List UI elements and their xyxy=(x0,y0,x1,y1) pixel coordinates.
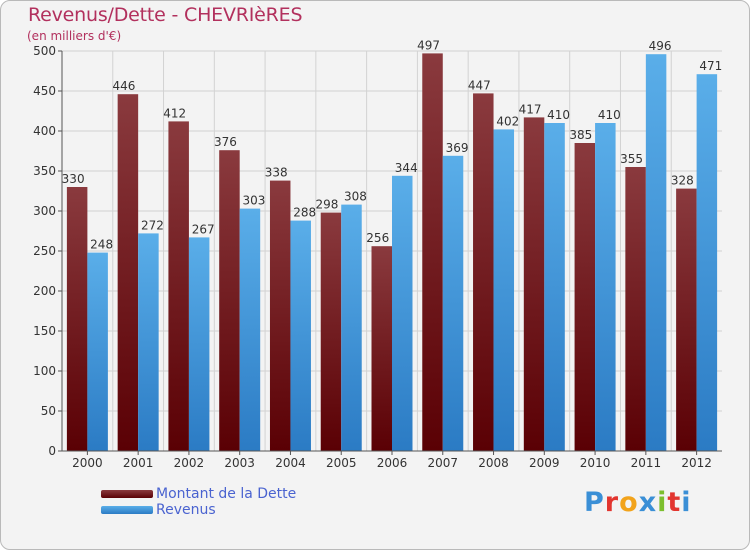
data-label-dette: 328 xyxy=(671,174,694,188)
bar-dette xyxy=(168,121,189,452)
bar-dette xyxy=(422,53,443,452)
bar-dette xyxy=(320,212,342,451)
bar-dette xyxy=(269,180,291,451)
data-label-revenus: 402 xyxy=(496,114,519,128)
x-tick-label: 2005 xyxy=(326,456,357,470)
data-label-revenus: 410 xyxy=(598,108,621,122)
x-tick-label: 2004 xyxy=(275,456,306,470)
data-label-revenus: 369 xyxy=(446,141,469,155)
bar-revenus xyxy=(595,123,616,451)
data-label-dette: 497 xyxy=(417,38,440,52)
y-tick-label: 300 xyxy=(33,204,56,218)
legend-label-dette: Montant de la Dette xyxy=(156,486,297,502)
bar-dette xyxy=(117,94,139,451)
x-tick-label: 2002 xyxy=(174,456,205,470)
legend-swatch-dette xyxy=(101,490,153,498)
x-tick-label: 2001 xyxy=(123,456,154,470)
bar-dette xyxy=(523,117,545,452)
bar-revenus xyxy=(493,129,515,451)
logo-letter: i xyxy=(681,487,692,518)
legend-label-revenus: Revenus xyxy=(156,502,216,518)
bar-revenus xyxy=(645,54,667,451)
data-label-revenus: 471 xyxy=(699,59,722,73)
x-tick-label: 2009 xyxy=(529,456,560,470)
bar-revenus xyxy=(696,74,718,451)
chart-title: Revenus/Dette - CHEVRIèRES xyxy=(28,4,303,26)
logo-letter: P xyxy=(584,487,605,518)
bar-revenus xyxy=(87,252,108,451)
bar-revenus xyxy=(442,155,464,452)
y-tick-label: 0 xyxy=(48,444,56,458)
x-tick-label: 2008 xyxy=(478,456,509,470)
y-tick-label: 200 xyxy=(33,284,56,298)
data-label-revenus: 288 xyxy=(293,206,316,220)
bar-revenus xyxy=(188,237,210,451)
data-label-dette: 376 xyxy=(214,135,237,149)
bar-revenus xyxy=(544,123,565,451)
data-label-dette: 446 xyxy=(112,79,135,93)
logo-letter: t xyxy=(667,487,682,518)
x-tick-label: 2006 xyxy=(377,456,408,470)
x-tick-label: 2010 xyxy=(580,456,611,470)
bar-dette xyxy=(676,188,697,451)
data-label-dette: 355 xyxy=(620,152,643,166)
x-tick-label: 2000 xyxy=(72,456,103,470)
x-tick-label: 2003 xyxy=(224,456,255,470)
y-tick-label: 450 xyxy=(33,84,56,98)
bar-dette xyxy=(473,93,494,452)
logo-letter: o xyxy=(619,487,639,518)
data-label-revenus: 303 xyxy=(242,194,265,208)
proxiti-logo: Proxiti xyxy=(584,487,692,518)
data-label-revenus: 308 xyxy=(344,190,367,204)
y-tick-label: 500 xyxy=(33,44,56,58)
data-label-dette: 338 xyxy=(265,166,288,180)
data-label-dette: 412 xyxy=(163,106,186,120)
logo-letter: x xyxy=(638,487,658,518)
y-tick-label: 100 xyxy=(33,364,56,378)
chart-subtitle: (en milliers d'€) xyxy=(27,29,122,43)
y-tick-label: 350 xyxy=(33,164,56,178)
bar-revenus xyxy=(239,208,261,451)
y-tick-label: 50 xyxy=(41,404,56,418)
x-tick-label: 2007 xyxy=(427,456,458,470)
logo-letter: i xyxy=(657,487,668,518)
data-label-dette: 385 xyxy=(569,128,592,142)
bar-dette xyxy=(66,187,88,451)
bar-dette xyxy=(219,150,240,451)
data-label-revenus: 267 xyxy=(192,222,215,236)
y-tick-label: 250 xyxy=(33,244,56,258)
x-tick-label: 2011 xyxy=(631,456,662,470)
bar-revenus xyxy=(138,233,159,451)
data-label-dette: 447 xyxy=(468,78,491,92)
bar-revenus xyxy=(341,204,362,451)
data-label-dette: 256 xyxy=(366,231,389,245)
data-label-dette: 298 xyxy=(316,198,339,212)
data-label-dette: 330 xyxy=(62,172,85,186)
data-label-dette: 417 xyxy=(519,102,542,116)
y-tick-label: 150 xyxy=(33,324,56,338)
bar-revenus xyxy=(290,220,311,451)
bar-dette xyxy=(574,143,596,451)
data-label-revenus: 344 xyxy=(395,161,418,175)
data-label-revenus: 496 xyxy=(649,39,672,53)
data-label-revenus: 272 xyxy=(141,218,164,232)
data-label-revenus: 248 xyxy=(90,238,113,252)
x-tick-label: 2012 xyxy=(681,456,712,470)
bar-revenus xyxy=(392,175,413,452)
y-tick-label: 400 xyxy=(33,124,56,138)
legend-swatch-revenus xyxy=(101,506,153,514)
bar-dette xyxy=(625,167,646,451)
data-label-revenus: 410 xyxy=(547,108,570,122)
logo-letter: r xyxy=(604,487,620,518)
bar-dette xyxy=(371,246,392,451)
